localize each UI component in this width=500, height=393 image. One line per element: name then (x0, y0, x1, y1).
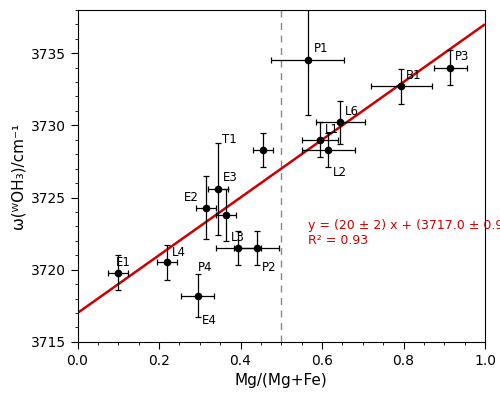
Text: E3: E3 (223, 171, 238, 184)
Text: E1: E1 (116, 256, 131, 269)
Text: P1: P1 (314, 42, 328, 55)
Text: E2: E2 (184, 191, 198, 204)
Text: L2: L2 (333, 166, 347, 179)
Text: L1: L1 (325, 123, 339, 136)
Text: L3: L3 (231, 231, 245, 244)
Text: P2: P2 (262, 261, 276, 274)
Text: B1: B1 (406, 69, 422, 82)
Text: L4: L4 (172, 246, 186, 259)
Text: P3: P3 (456, 50, 469, 63)
Text: L6: L6 (345, 105, 359, 118)
Text: T1: T1 (222, 133, 236, 146)
Text: E4: E4 (202, 314, 216, 327)
Y-axis label: ω(ᵂOH₃)/cm⁻¹: ω(ᵂOH₃)/cm⁻¹ (10, 123, 25, 229)
Text: y = (20 ± 2) x + (3717.0 ± 0.9)
R² = 0.93: y = (20 ± 2) x + (3717.0 ± 0.9) R² = 0.9… (308, 219, 500, 247)
Text: P4: P4 (198, 261, 212, 274)
X-axis label: Mg/(Mg+Fe): Mg/(Mg+Fe) (235, 373, 328, 388)
